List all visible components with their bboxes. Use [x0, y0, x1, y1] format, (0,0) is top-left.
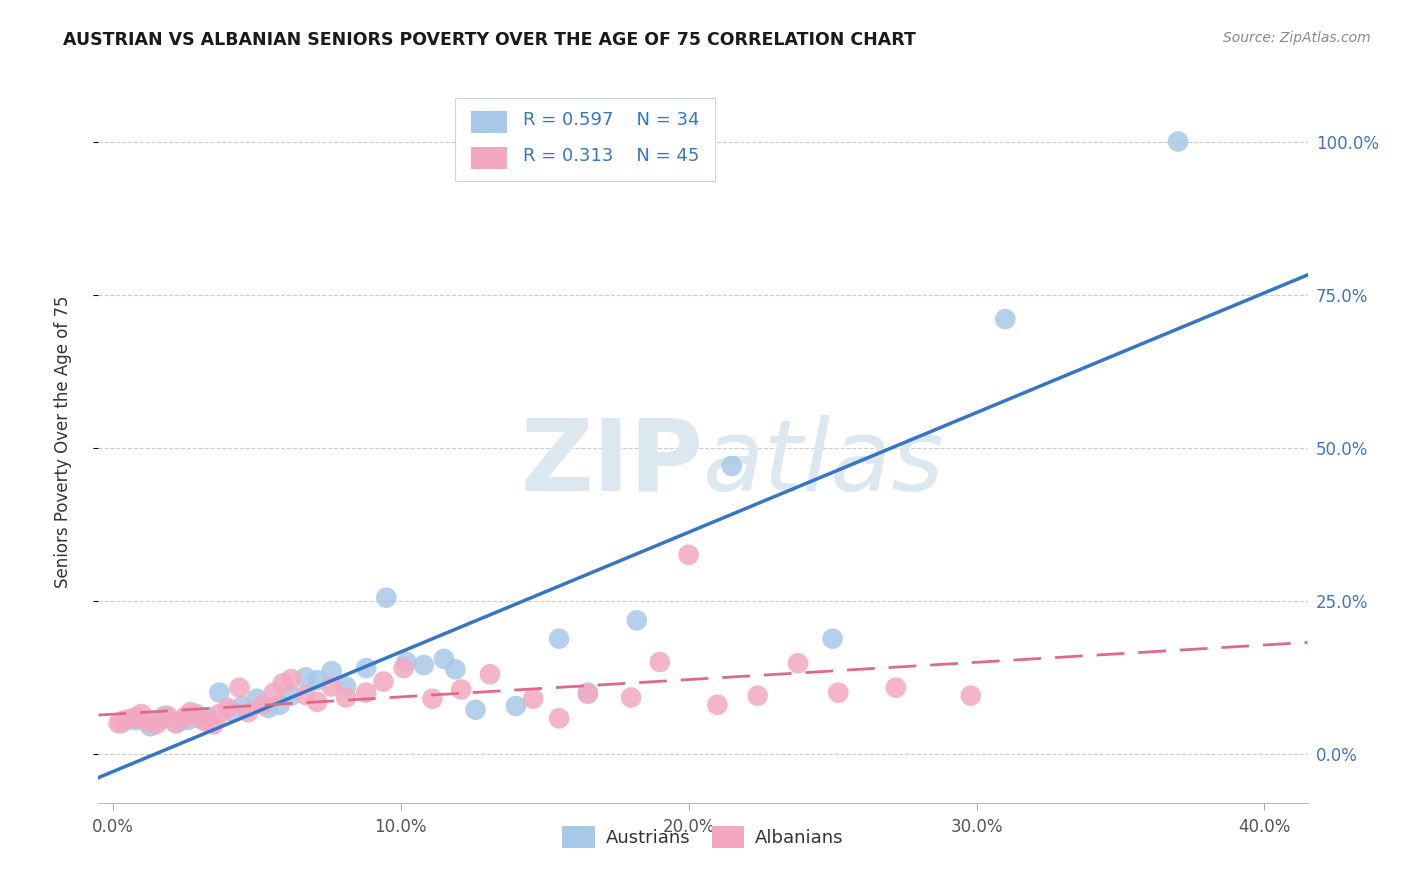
- Point: [188, 711, 211, 725]
- Point: [194, 714, 217, 729]
- Point: [202, 717, 225, 731]
- Point: [294, 670, 316, 684]
- Point: [648, 655, 671, 669]
- Point: [422, 691, 444, 706]
- Point: [464, 703, 486, 717]
- Point: [959, 689, 981, 703]
- Point: [321, 664, 343, 678]
- Point: [335, 690, 357, 705]
- Y-axis label: Seniors Poverty Over the Age of 75: Seniors Poverty Over the Age of 75: [53, 295, 72, 588]
- Point: [257, 701, 280, 715]
- Point: [307, 673, 329, 688]
- FancyBboxPatch shape: [471, 147, 508, 169]
- Legend: Austrians, Albanians: Austrians, Albanians: [555, 819, 851, 855]
- Point: [139, 719, 162, 733]
- Point: [787, 656, 810, 670]
- Point: [412, 658, 434, 673]
- Text: Source: ZipAtlas.com: Source: ZipAtlas.com: [1223, 31, 1371, 45]
- Point: [433, 652, 456, 666]
- Point: [269, 698, 291, 712]
- Point: [263, 685, 285, 699]
- Point: [620, 690, 643, 705]
- Point: [280, 689, 302, 703]
- Point: [280, 672, 302, 686]
- Point: [112, 713, 135, 727]
- Point: [706, 698, 728, 712]
- Point: [150, 713, 173, 727]
- Point: [165, 716, 187, 731]
- Point: [395, 655, 418, 669]
- Point: [884, 681, 907, 695]
- Point: [450, 682, 472, 697]
- Point: [125, 713, 148, 727]
- Point: [375, 591, 398, 605]
- Text: ZIP: ZIP: [520, 415, 703, 512]
- Point: [354, 661, 377, 675]
- Point: [219, 704, 242, 718]
- Point: [321, 680, 343, 694]
- Point: [994, 312, 1017, 326]
- Point: [246, 691, 269, 706]
- Point: [576, 685, 599, 699]
- Point: [173, 710, 195, 724]
- Point: [145, 717, 167, 731]
- Point: [392, 661, 415, 675]
- Point: [252, 698, 274, 712]
- Point: [186, 706, 208, 721]
- Point: [271, 676, 294, 690]
- Point: [228, 681, 250, 695]
- Point: [110, 716, 132, 731]
- Point: [107, 716, 129, 731]
- Point: [821, 632, 844, 646]
- Point: [180, 705, 202, 719]
- Point: [131, 706, 153, 721]
- Point: [156, 709, 179, 723]
- Point: [373, 674, 395, 689]
- Point: [1167, 135, 1189, 149]
- Point: [231, 699, 253, 714]
- Point: [307, 695, 329, 709]
- Point: [478, 667, 501, 681]
- Point: [678, 548, 700, 562]
- FancyBboxPatch shape: [471, 112, 508, 133]
- Text: AUSTRIAN VS ALBANIAN SENIORS POVERTY OVER THE AGE OF 75 CORRELATION CHART: AUSTRIAN VS ALBANIAN SENIORS POVERTY OVE…: [63, 31, 917, 49]
- Point: [548, 632, 571, 646]
- Point: [576, 687, 599, 701]
- Point: [827, 685, 849, 699]
- Point: [153, 709, 176, 723]
- Point: [505, 699, 527, 714]
- Point: [176, 713, 198, 727]
- Point: [548, 711, 571, 725]
- Point: [120, 712, 142, 726]
- Point: [217, 701, 239, 715]
- Point: [197, 710, 219, 724]
- Point: [335, 680, 357, 694]
- Point: [208, 685, 231, 699]
- Point: [747, 689, 769, 703]
- FancyBboxPatch shape: [456, 98, 716, 181]
- Point: [444, 662, 467, 676]
- Point: [208, 706, 231, 721]
- Point: [165, 716, 187, 731]
- Point: [354, 685, 377, 699]
- Point: [125, 710, 148, 724]
- Point: [720, 458, 742, 473]
- Point: [294, 688, 316, 702]
- Point: [626, 613, 648, 627]
- Point: [136, 714, 159, 729]
- Text: atlas: atlas: [703, 415, 945, 512]
- Point: [522, 691, 544, 706]
- Text: R = 0.597    N = 34: R = 0.597 N = 34: [523, 111, 699, 129]
- Text: R = 0.313    N = 45: R = 0.313 N = 45: [523, 147, 699, 165]
- Point: [236, 705, 259, 719]
